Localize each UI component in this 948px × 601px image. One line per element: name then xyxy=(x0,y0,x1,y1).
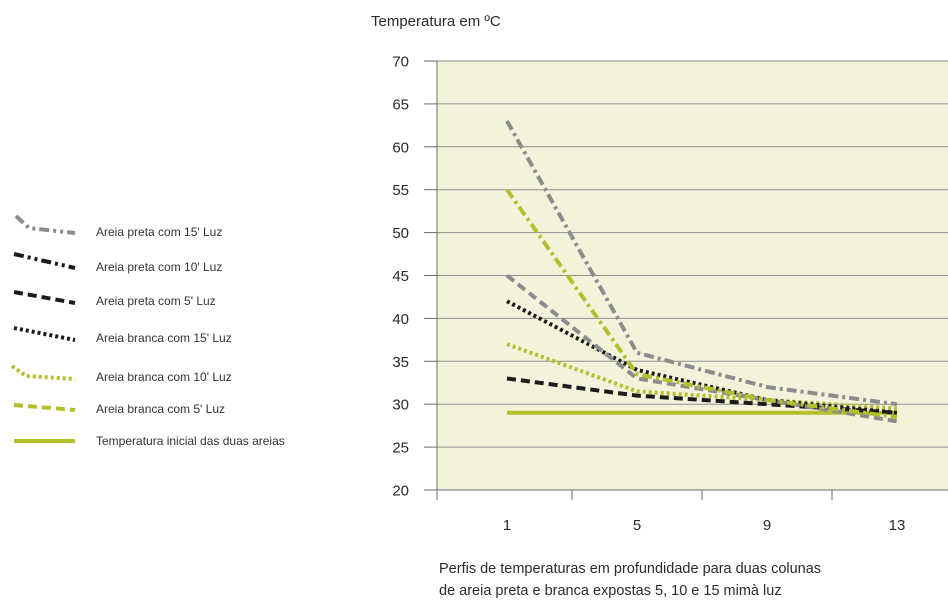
x-tick-label: 9 xyxy=(763,517,771,534)
legend: Areia preta com 15' Luz Areia preta com 1… xyxy=(10,214,285,448)
legend-label: Areia branca com 5' Luz xyxy=(96,402,225,416)
y-tick-label: 30 xyxy=(392,397,409,414)
y-tick-label: 60 xyxy=(392,139,409,156)
y-tick-label: 25 xyxy=(392,440,409,457)
series-lines xyxy=(505,120,898,424)
y-tick-labels: 20 25 30 35 40 45 50 55 60 65 70 xyxy=(392,54,409,500)
series-line-4 xyxy=(506,299,898,415)
legend-label: Areia preta com 10' Luz xyxy=(96,260,222,274)
legend-label: Temperatura inicial das duas areias xyxy=(96,434,285,448)
legend-icon xyxy=(13,290,76,305)
caption-line-2: de areia preta e branca expostas 5, 10 e… xyxy=(439,583,782,599)
legend-item: Areia preta com 5' Luz xyxy=(13,290,216,308)
legend-icon xyxy=(14,214,76,235)
legend-item: Areia branca com 5' Luz xyxy=(13,402,225,416)
legend-icon xyxy=(13,326,76,342)
legend-item: Areia branca com 15' Luz xyxy=(13,326,232,345)
y-axis-label: Temperatura em ºC xyxy=(371,13,501,30)
y-tick-label: 35 xyxy=(392,354,409,371)
y-tick-label: 40 xyxy=(392,311,409,328)
x-tick-label: 1 xyxy=(503,517,511,534)
x-tick-label: 5 xyxy=(633,517,641,534)
y-tick-label: 55 xyxy=(392,182,409,199)
y-tick-label: 20 xyxy=(392,483,409,500)
y-tick-label: 50 xyxy=(392,225,409,242)
series-line-3 xyxy=(505,273,898,424)
series-line-2 xyxy=(505,188,898,420)
axes xyxy=(424,60,948,500)
x-tick-label: 13 xyxy=(889,517,906,534)
x-tick-labels: 1 5 9 13 xyxy=(503,517,906,534)
legend-item: Areia branca com 10' Luz xyxy=(10,364,232,384)
legend-item: Areia preta com 10' Luz xyxy=(13,252,222,274)
legend-item: Temperatura inicial das duas areias xyxy=(14,434,285,448)
legend-label: Areia branca com 10' Luz xyxy=(96,370,232,384)
legend-icon xyxy=(13,252,76,270)
legend-icon xyxy=(10,364,76,381)
y-tick-label: 65 xyxy=(392,96,409,113)
y-tick-label: 45 xyxy=(392,268,409,285)
legend-label: Areia preta com 5' Luz xyxy=(96,294,216,308)
series-line-1 xyxy=(505,120,898,407)
legend-label: Areia preta com 15' Luz xyxy=(96,225,222,239)
legend-item: Areia preta com 15' Luz xyxy=(14,214,222,239)
legend-icon xyxy=(13,403,76,412)
caption-line-1: Perfis de temperaturas em profundidade p… xyxy=(439,561,821,577)
legend-label: Areia branca com 15' Luz xyxy=(96,331,232,345)
y-tick-label: 70 xyxy=(392,54,409,71)
